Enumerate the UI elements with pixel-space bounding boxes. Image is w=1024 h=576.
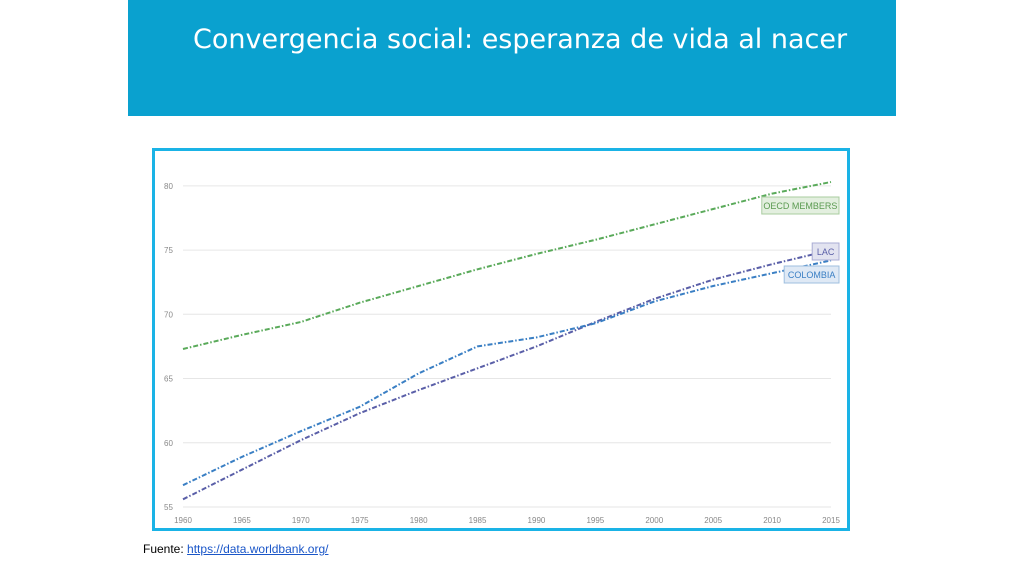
y-tick-label: 60: [164, 439, 173, 448]
series-line-oecd-members: [182, 181, 832, 350]
title-band: [128, 0, 896, 116]
series-label-colombia: COLOMBIA: [788, 270, 836, 280]
series-label-oecd-members: OECD MEMBERS: [763, 201, 837, 211]
source-note: Fuente: https://data.worldbank.org/: [143, 542, 328, 556]
life-expectancy-chart: 55 60 65 70 75 80 1960 1965 1970 1975 1980 1985 1990…: [164, 181, 840, 525]
x-tick-label: 1990: [528, 516, 546, 525]
x-tick-label: 1965: [233, 516, 251, 525]
y-tick-label: 65: [164, 375, 173, 384]
series-label-box-colombia: [783, 265, 840, 284]
slide-title: Convergencia social: esperanza de vida a…: [193, 24, 848, 55]
y-tick-label: 80: [164, 182, 173, 191]
y-tick-label: 70: [164, 310, 173, 319]
series-label-box-oecd-members: [761, 196, 840, 215]
series-label-lac: LAC: [817, 247, 835, 257]
x-tick-label: 1980: [410, 516, 428, 525]
series-line-lac: [182, 249, 832, 501]
x-tick-label: 1995: [586, 516, 604, 525]
x-tick-label: 2010: [763, 516, 781, 525]
series-line-colombia: [182, 259, 832, 487]
x-tick-label: 1960: [174, 516, 192, 525]
y-tick-label: 75: [164, 246, 173, 255]
x-tick-label: 1975: [351, 516, 369, 525]
source-link[interactable]: https://data.worldbank.org/: [187, 542, 329, 556]
x-tick-label: 2015: [822, 516, 840, 525]
x-tick-label: 1970: [292, 516, 310, 525]
series-label-box-lac: [811, 242, 840, 261]
x-tick-label: 2005: [704, 516, 722, 525]
x-tick-label: 2000: [645, 516, 663, 525]
chart-frame: 55 60 65 70 75 80 1960 1965 1970 1975 1980 1985 1990…: [152, 148, 850, 531]
y-tick-label: 55: [164, 503, 173, 512]
x-tick-label: 1985: [469, 516, 487, 525]
source-label: Fuente:: [143, 542, 184, 556]
